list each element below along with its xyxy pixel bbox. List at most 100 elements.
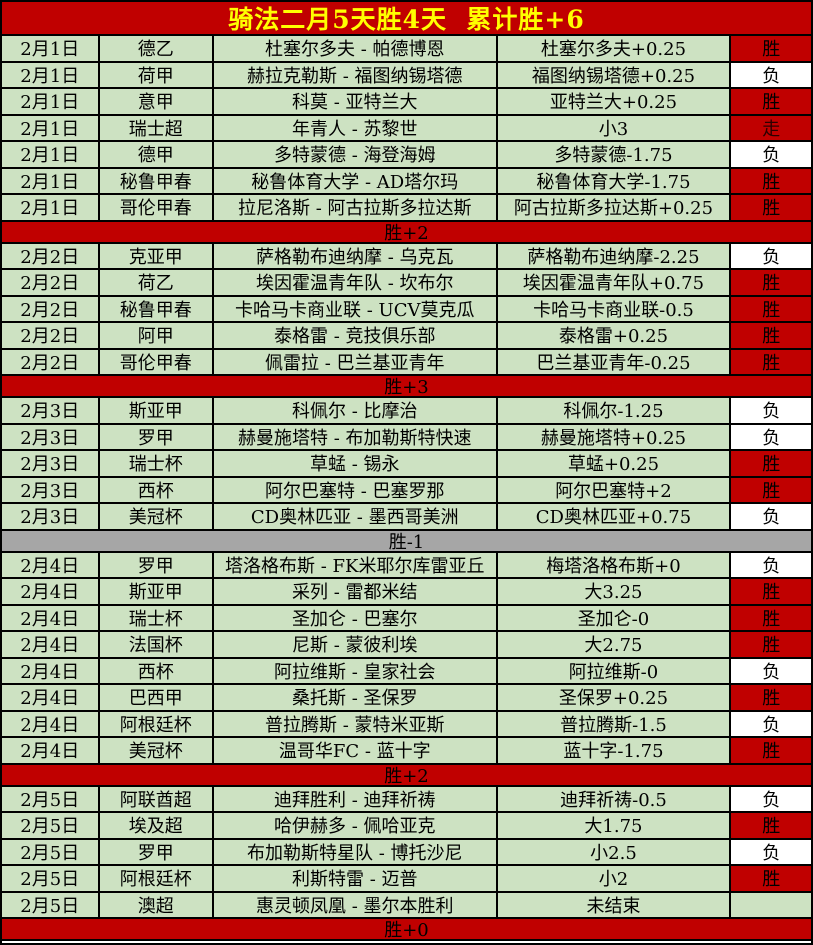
match-cell: 阿尔巴塞特 - 巴塞罗那	[214, 477, 498, 502]
match-cell: 秘鲁体育大学 - AD塔尔玛	[214, 168, 498, 193]
result-cell: 胜	[731, 866, 811, 891]
league-cell: 瑞士杯	[100, 605, 214, 630]
table-row: 2月3日 斯亚甲 科佩尔 - 比摩治 科佩尔-1.25 负	[2, 398, 811, 425]
pick-cell: 多特蒙德-1.75	[498, 142, 732, 167]
block-summary-row: 胜-1	[2, 530, 811, 553]
date-cell: 2月1日	[2, 62, 100, 87]
table-row: 2月5日 罗甲 布加勒斯特星队 - 博托沙尼 小2.5 负	[2, 839, 811, 866]
pick-cell: 亚特兰大+0.25	[498, 89, 732, 114]
date-cell: 2月1日	[2, 36, 100, 61]
table-row: 2月5日 阿根廷杯 利斯特雷 - 迈普 小2 胜	[2, 866, 811, 893]
match-cell: 萨格勒布迪纳摩 - 乌克瓦	[214, 243, 498, 268]
pick-cell: CD奥林匹亚+0.75	[498, 504, 732, 529]
result-cell: 胜	[731, 168, 811, 193]
table-row: 2月4日 巴西甲 桑托斯 - 圣保罗 圣保罗+0.25 胜	[2, 685, 811, 712]
table-row: 2月4日 瑞士杯 圣加仑 - 巴塞尔 圣加仑-0 胜	[2, 605, 811, 632]
league-cell: 哥伦甲春	[100, 349, 214, 374]
league-cell: 罗甲	[100, 839, 214, 864]
result-cell: 胜	[731, 738, 811, 763]
pick-cell: 草蜢+0.25	[498, 451, 732, 476]
result-cell: 胜	[731, 451, 811, 476]
table-row: 2月1日 秘鲁甲春 秘鲁体育大学 - AD塔尔玛 秘鲁体育大学-1.75 胜	[2, 168, 811, 195]
pick-cell: 未结束	[498, 892, 732, 917]
league-cell: 埃及超	[100, 813, 214, 838]
match-cell: 科莫 - 亚特兰大	[214, 89, 498, 114]
pick-cell: 迪拜祈祷-0.5	[498, 786, 732, 811]
league-cell: 澳超	[100, 892, 214, 917]
match-cell: 多特蒙德 - 海登海姆	[214, 142, 498, 167]
date-cell: 2月4日	[2, 685, 100, 710]
league-cell: 克亚甲	[100, 243, 214, 268]
match-cell: 塔洛格布斯 - FK米耶尔库雷亚丘	[214, 552, 498, 577]
table-row: 2月1日 意甲 科莫 - 亚特兰大 亚特兰大+0.25 胜	[2, 89, 811, 116]
result-cell: 负	[731, 424, 811, 449]
pick-cell: 萨格勒布迪纳摩-2.25	[498, 243, 732, 268]
match-cell: 温哥华FC - 蓝十字	[214, 738, 498, 763]
table-row: 2月2日 秘鲁甲春 卡哈马卡商业联 - UCV莫克瓜 卡哈马卡商业联-0.5 胜	[2, 296, 811, 323]
match-cell: 布加勒斯特星队 - 博托沙尼	[214, 839, 498, 864]
table-row: 2月3日 美冠杯 CD奥林匹亚 - 墨西哥美洲 CD奥林匹亚+0.75 负	[2, 504, 811, 531]
table-row: 2月1日 瑞士超 年青人 - 苏黎世 小3 走	[2, 115, 811, 142]
match-cell: 科佩尔 - 比摩治	[214, 398, 498, 423]
date-cell: 2月3日	[2, 424, 100, 449]
pick-cell: 科佩尔-1.25	[498, 398, 732, 423]
match-cell: 普拉腾斯 - 蒙特米亚斯	[214, 711, 498, 736]
pick-cell: 大1.75	[498, 813, 732, 838]
result-cell: 胜	[731, 813, 811, 838]
pick-cell: 圣加仑-0	[498, 605, 732, 630]
date-cell: 2月1日	[2, 115, 100, 140]
date-cell: 2月2日	[2, 243, 100, 268]
pick-cell: 阿拉维斯-0	[498, 658, 732, 683]
pick-cell: 小2.5	[498, 839, 732, 864]
league-cell: 秘鲁甲春	[100, 296, 214, 321]
result-cell: 胜	[731, 36, 811, 61]
table-row: 2月5日 澳超 惠灵顿凤凰 - 墨尔本胜利 未结束	[2, 892, 811, 919]
match-cell: 泰格雷 - 竞技俱乐部	[214, 323, 498, 348]
result-cell: 胜	[731, 605, 811, 630]
pick-cell: 巴兰基亚青年-0.25	[498, 349, 732, 374]
table-row: 2月1日 德乙 杜塞尔多夫 - 帕德博恩 杜塞尔多夫+0.25 胜	[2, 36, 811, 63]
date-cell: 2月1日	[2, 89, 100, 114]
match-cell: 赫曼施塔特 - 布加勒斯特快速	[214, 424, 498, 449]
date-cell: 2月2日	[2, 296, 100, 321]
match-cell: 赫拉克勒斯 - 福图纳锡塔德	[214, 62, 498, 87]
league-cell: 西杯	[100, 658, 214, 683]
pick-cell: 圣保罗+0.25	[498, 685, 732, 710]
table-body: 2月1日 德乙 杜塞尔多夫 - 帕德博恩 杜塞尔多夫+0.25 胜 2月1日 荷…	[2, 36, 811, 941]
league-cell: 斯亚甲	[100, 398, 214, 423]
result-cell: 负	[731, 504, 811, 529]
result-cell: 胜	[731, 270, 811, 295]
date-cell: 2月3日	[2, 451, 100, 476]
result-cell: 胜	[731, 632, 811, 657]
pick-cell: 秘鲁体育大学-1.75	[498, 168, 732, 193]
date-cell: 2月3日	[2, 504, 100, 529]
date-cell: 2月2日	[2, 323, 100, 348]
date-cell: 2月4日	[2, 579, 100, 604]
date-cell: 2月3日	[2, 477, 100, 502]
match-cell: 哈伊赫多 - 佩哈亚克	[214, 813, 498, 838]
league-cell: 阿根廷杯	[100, 711, 214, 736]
table-row: 2月5日 阿联酋超 迪拜胜利 - 迪拜祈祷 迪拜祈祷-0.5 负	[2, 786, 811, 813]
match-cell: 年青人 - 苏黎世	[214, 115, 498, 140]
date-cell: 2月4日	[2, 711, 100, 736]
pick-cell: 泰格雷+0.25	[498, 323, 732, 348]
block-summary-row: 胜+3	[2, 376, 811, 398]
date-cell: 2月4日	[2, 738, 100, 763]
result-cell: 负	[731, 398, 811, 423]
league-cell: 斯亚甲	[100, 579, 214, 604]
match-cell: 桑托斯 - 圣保罗	[214, 685, 498, 710]
result-cell: 负	[731, 552, 811, 577]
league-cell: 西杯	[100, 477, 214, 502]
block-summary-row: 胜+2	[2, 764, 811, 787]
date-cell: 2月5日	[2, 866, 100, 891]
table-row: 2月4日 斯亚甲 采列 - 雷都米结 大3.25 胜	[2, 579, 811, 606]
result-cell: 胜	[731, 89, 811, 114]
league-cell: 阿根廷杯	[100, 866, 214, 891]
table-row: 2月4日 罗甲 塔洛格布斯 - FK米耶尔库雷亚丘 梅塔洛格布斯+0 负	[2, 552, 811, 579]
pick-cell: 卡哈马卡商业联-0.5	[498, 296, 732, 321]
result-cell: 负	[731, 243, 811, 268]
date-cell: 2月1日	[2, 195, 100, 220]
league-cell: 阿甲	[100, 323, 214, 348]
result-cell: 胜	[731, 296, 811, 321]
table-row: 2月3日 西杯 阿尔巴塞特 - 巴塞罗那 阿尔巴塞特+2 胜	[2, 477, 811, 504]
